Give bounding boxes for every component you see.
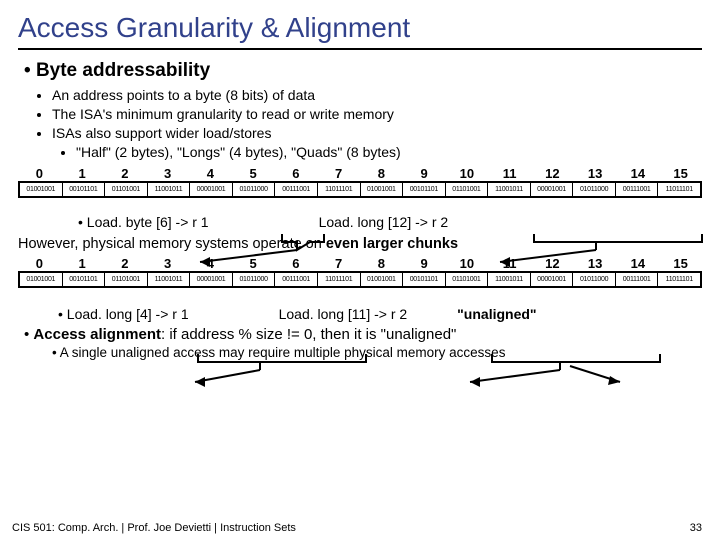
byte-index: 10 (446, 166, 489, 181)
byte-cell: 00001001 (190, 273, 233, 286)
byte-cell: 01011000 (233, 273, 276, 286)
byte-cell: 00111001 (275, 183, 318, 196)
load-long-11-label: Load. long [11] -> r 2 (279, 306, 408, 322)
byte-cell: 01101001 (446, 183, 489, 196)
byte-row-2: 0123456789101112131415 01001001001011010… (18, 256, 702, 288)
access-alignment-sub: • A single unaligned access may require … (52, 345, 702, 360)
byte-index: 7 (317, 166, 360, 181)
byte-cell: 01101001 (105, 273, 148, 286)
byte-index: 5 (232, 166, 275, 181)
byte-index: 14 (617, 166, 660, 181)
byte-index: 1 (61, 256, 104, 271)
label-row-1: • Load. byte [6] -> r 1 Load. long [12] … (18, 214, 702, 230)
bullet-item: An address points to a byte (8 bits) of … (52, 86, 702, 105)
byte-index: 3 (146, 256, 189, 271)
byte-index: 0 (18, 256, 61, 271)
byte-index: 12 (531, 166, 574, 181)
byte-index: 2 (104, 256, 147, 271)
byte-cell: 01001001 (20, 183, 63, 196)
byte-cell: 11001011 (148, 273, 191, 286)
byte-index: 15 (659, 256, 702, 271)
byte-index: 4 (189, 256, 232, 271)
byte-cell: 01011000 (233, 183, 276, 196)
byte-cell: 01101001 (446, 273, 489, 286)
midline-text: However, physical memory systems operate… (18, 236, 702, 252)
byte-index: 4 (189, 166, 232, 181)
byte-index: 9 (403, 256, 446, 271)
byte-cell: 00101101 (63, 273, 106, 286)
byte-cell: 11011101 (318, 183, 361, 196)
byte-cell: 00101101 (403, 273, 446, 286)
byte-index: 6 (275, 166, 318, 181)
byte-cell: 01001001 (361, 273, 404, 286)
byte-index: 9 (403, 166, 446, 181)
byte-cell: 01011000 (573, 273, 616, 286)
byte-row-1: 0123456789101112131415 01001001001011010… (18, 166, 702, 198)
unaligned-label: "unaligned" (457, 306, 536, 322)
byte-index: 13 (574, 166, 617, 181)
byte-index: 12 (531, 256, 574, 271)
footer-right: 33 (690, 522, 702, 534)
bullet-item: The ISA's minimum granularity to read or… (52, 105, 702, 124)
byte-index: 7 (317, 256, 360, 271)
byte-cell: 01001001 (20, 273, 63, 286)
byte-cell: 11011101 (658, 183, 700, 196)
byte-cell: 00111001 (616, 273, 659, 286)
slide-footer: CIS 501: Comp. Arch. | Prof. Joe Deviett… (12, 522, 702, 534)
byte-cell: 01101001 (105, 183, 148, 196)
byte-index: 8 (360, 166, 403, 181)
byte-index: 11 (488, 166, 531, 181)
byte-index: 2 (104, 166, 147, 181)
byte-cell: 01001001 (361, 183, 404, 196)
byte-cell: 01011000 (573, 183, 616, 196)
byte-cell: 00111001 (275, 273, 318, 286)
byte-cell: 11011101 (658, 273, 700, 286)
byte-cell: 00101101 (63, 183, 106, 196)
access-alignment-line: • Access alignment: if address % size !=… (24, 326, 702, 343)
bullet-item: ISAs also support wider load/stores (52, 124, 702, 143)
byte-cell: 00101101 (403, 183, 446, 196)
label-row-2: • Load. long [4] -> r 1 Load. long [11] … (18, 306, 702, 322)
byte-index: 8 (360, 256, 403, 271)
byte-index: 15 (659, 166, 702, 181)
bullet-list: An address points to a byte (8 bits) of … (52, 86, 702, 162)
byte-cell: 11001011 (488, 183, 531, 196)
byte-cell: 11001011 (488, 273, 531, 286)
load-byte-label: • Load. byte [6] -> r 1 (78, 214, 209, 230)
byte-index: 1 (61, 166, 104, 181)
byte-cell: 11001011 (148, 183, 191, 196)
byte-cell: 11011101 (318, 273, 361, 286)
bullet-subitem: "Half" (2 bytes), "Longs" (4 bytes), "Qu… (76, 143, 702, 162)
load-long-4-label: • Load. long [4] -> r 1 (58, 306, 189, 322)
byte-cell: 00001001 (531, 273, 574, 286)
load-long-12-label: Load. long [12] -> r 2 (319, 214, 449, 230)
byte-index: 3 (146, 166, 189, 181)
byte-cell: 00001001 (531, 183, 574, 196)
slide-title: Access Granularity & Alignment (18, 12, 702, 50)
byte-index: 14 (617, 256, 660, 271)
byte-index: 11 (488, 256, 531, 271)
footer-left: CIS 501: Comp. Arch. | Prof. Joe Deviett… (12, 522, 296, 534)
byte-index: 13 (574, 256, 617, 271)
byte-index: 0 (18, 166, 61, 181)
byte-index: 5 (232, 256, 275, 271)
byte-index: 6 (275, 256, 318, 271)
byte-index: 10 (446, 256, 489, 271)
byte-cell: 00111001 (616, 183, 659, 196)
byte-cell: 00001001 (190, 183, 233, 196)
section-heading: • Byte addressability (24, 60, 702, 82)
